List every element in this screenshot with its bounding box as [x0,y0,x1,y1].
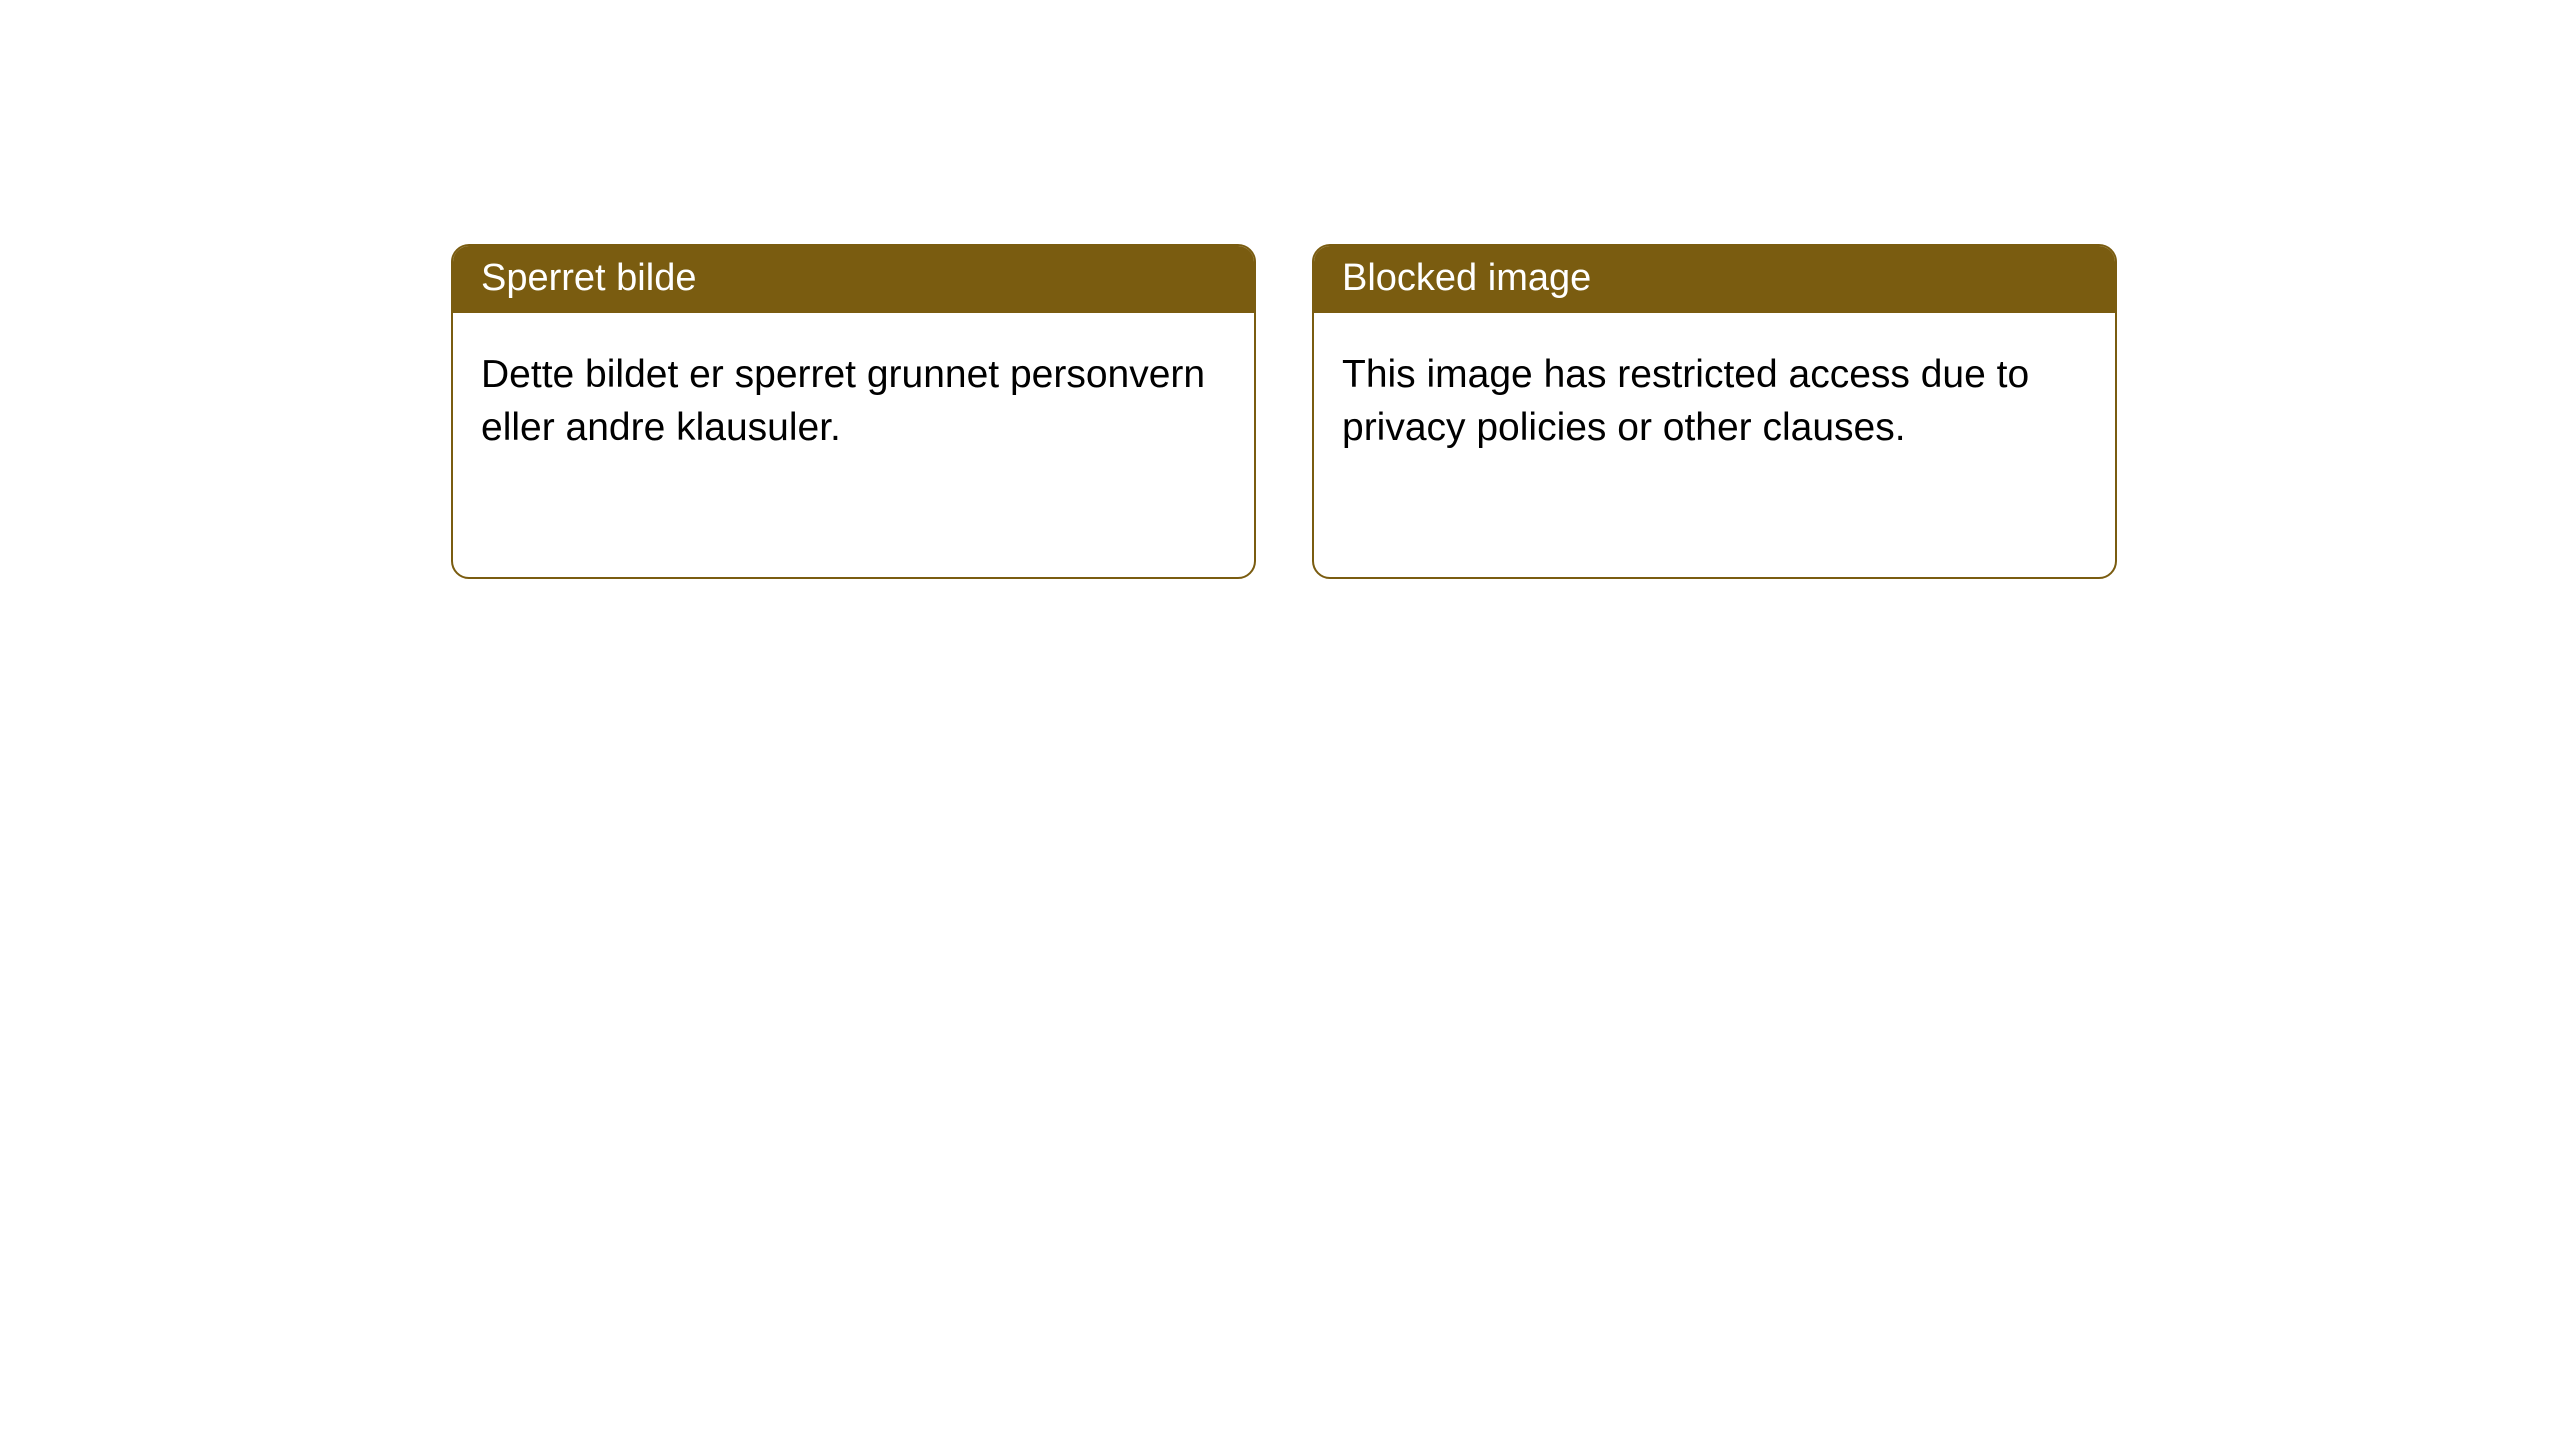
notice-card-body: Dette bildet er sperret grunnet personve… [453,313,1254,482]
notice-cards-row: Sperret bilde Dette bildet er sperret gr… [0,0,2560,579]
notice-card-norwegian: Sperret bilde Dette bildet er sperret gr… [451,244,1256,579]
notice-card-title: Sperret bilde [453,246,1254,313]
notice-card-body: This image has restricted access due to … [1314,313,2115,482]
notice-card-title: Blocked image [1314,246,2115,313]
notice-card-english: Blocked image This image has restricted … [1312,244,2117,579]
